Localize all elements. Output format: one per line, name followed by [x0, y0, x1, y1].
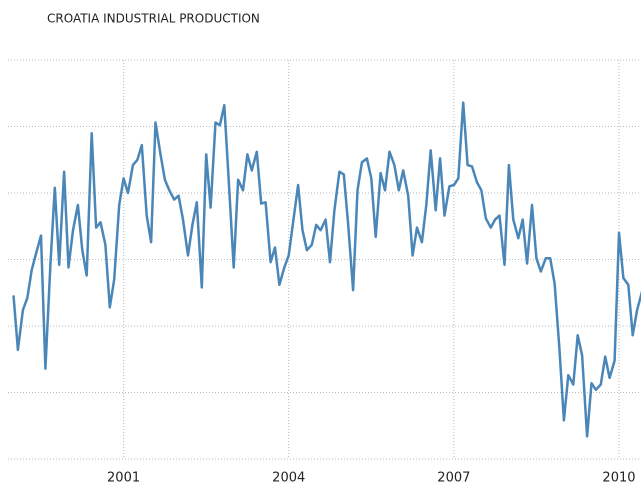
- x-tick-label: 2004: [272, 471, 305, 486]
- x-tick-label: 2010: [602, 471, 635, 486]
- data-line: [12, 101, 641, 438]
- x-tick-label: 2001: [107, 471, 140, 486]
- x-tick-label: 2007: [437, 471, 470, 486]
- chart-title: CROATIA INDUSTRIAL PRODUCTION: [47, 12, 260, 26]
